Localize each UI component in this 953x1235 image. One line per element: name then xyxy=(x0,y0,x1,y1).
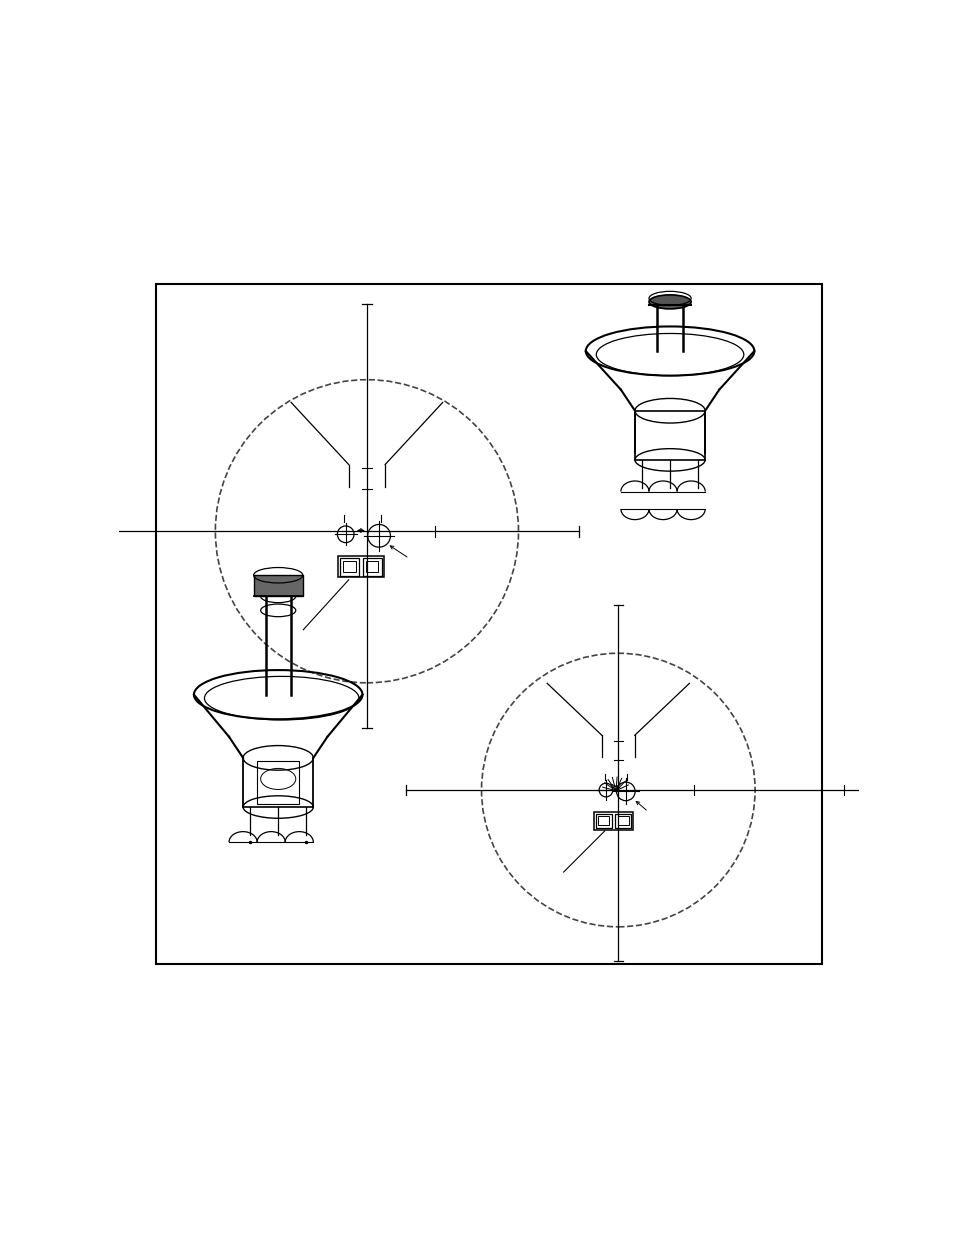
Bar xyxy=(362,558,381,576)
Bar xyxy=(366,562,378,572)
Ellipse shape xyxy=(648,295,690,309)
Bar xyxy=(343,562,355,572)
Bar xyxy=(339,558,358,576)
Bar xyxy=(635,411,704,459)
Bar xyxy=(598,816,609,825)
Bar xyxy=(594,811,633,830)
Bar xyxy=(618,816,628,825)
Bar xyxy=(338,556,383,578)
Bar xyxy=(253,576,302,597)
Bar xyxy=(257,762,299,804)
Bar xyxy=(595,814,612,827)
Bar xyxy=(615,814,631,827)
